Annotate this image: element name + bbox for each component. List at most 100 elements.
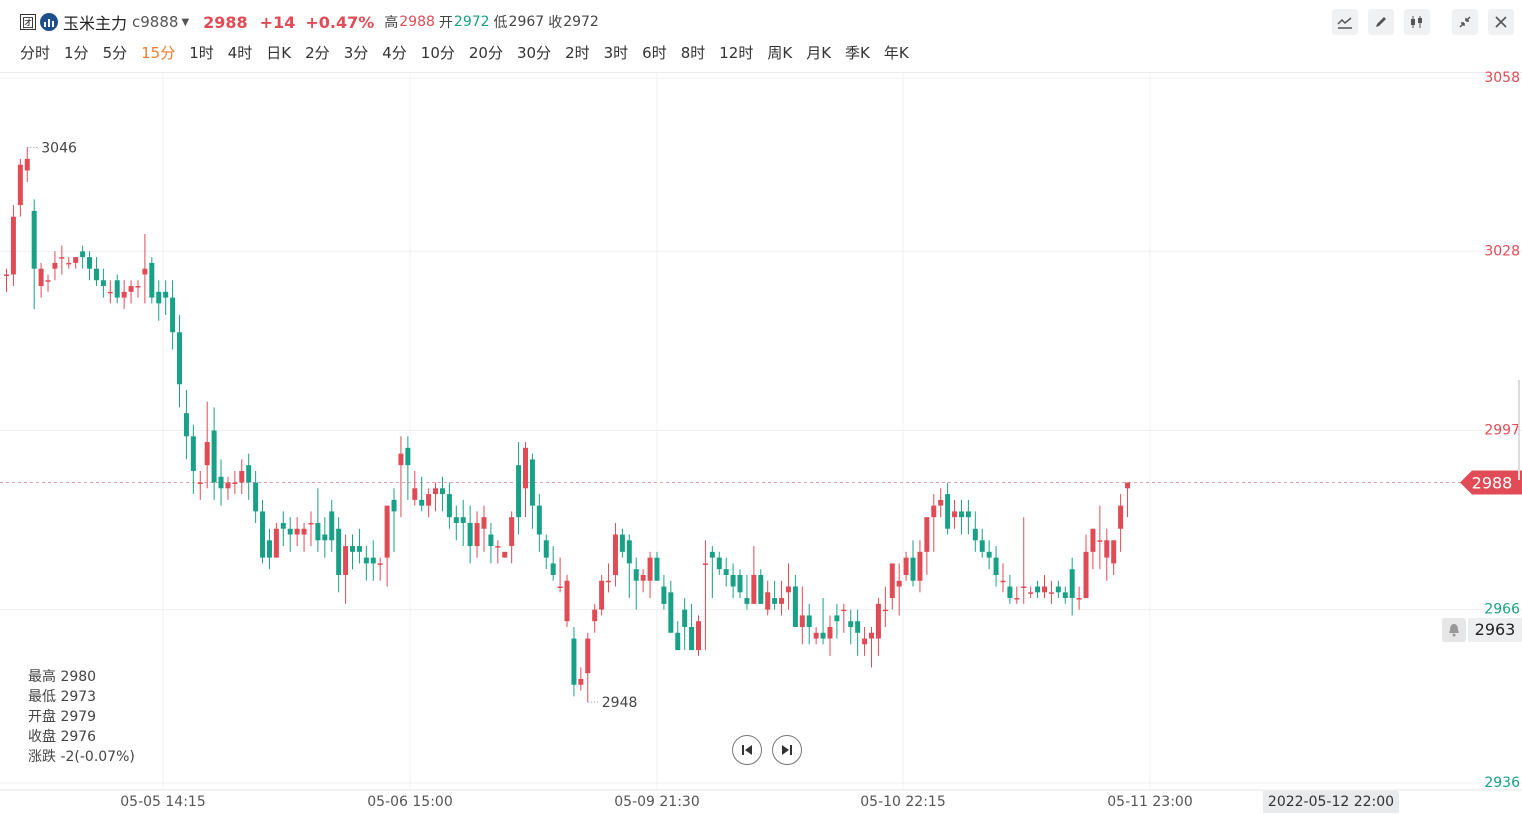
candle-body[interactable] xyxy=(121,291,127,298)
candle-body[interactable] xyxy=(73,257,79,263)
period-tab[interactable]: 月K xyxy=(806,44,832,62)
candle-body[interactable] xyxy=(1076,598,1082,600)
candle-body[interactable] xyxy=(1118,505,1124,529)
candle-body[interactable] xyxy=(862,638,868,645)
candle-body[interactable] xyxy=(350,546,355,552)
candle-body[interactable] xyxy=(647,557,653,581)
candle-body[interactable] xyxy=(31,210,37,269)
candle-body[interactable] xyxy=(772,598,778,604)
candle-body[interactable] xyxy=(806,615,812,627)
candle-body[interactable] xyxy=(896,580,902,587)
candle-body[interactable] xyxy=(869,632,874,639)
period-tab[interactable]: 20分 xyxy=(468,44,503,62)
candle-body[interactable] xyxy=(972,528,978,541)
candle-body[interactable] xyxy=(100,280,106,287)
candle-body[interactable] xyxy=(87,257,93,269)
candle-body[interactable] xyxy=(730,574,736,587)
period-tab[interactable]: 分时 xyxy=(20,44,51,62)
candle-body[interactable] xyxy=(1055,586,1061,593)
period-tab[interactable]: 3时 xyxy=(603,44,629,62)
period-tab[interactable]: 3分 xyxy=(343,44,369,62)
candle-body[interactable] xyxy=(564,580,570,622)
candle-body[interactable] xyxy=(1125,482,1131,489)
candle-body[interactable] xyxy=(315,522,321,541)
candle-body[interactable] xyxy=(723,569,729,575)
period-tab[interactable]: 1时 xyxy=(189,44,214,62)
candle-body[interactable] xyxy=(1007,586,1013,599)
candle-body[interactable] xyxy=(412,488,418,500)
period-tab[interactable]: 年K xyxy=(883,44,909,62)
line-chart-icon[interactable] xyxy=(1332,9,1358,35)
candle-body[interactable] xyxy=(433,488,439,495)
candle-body[interactable] xyxy=(758,574,764,604)
candle-body[interactable] xyxy=(550,563,556,575)
candle-body[interactable] xyxy=(363,557,369,564)
candle-body[interactable] xyxy=(253,482,259,512)
candle-body[interactable] xyxy=(938,499,944,506)
candle-body[interactable] xyxy=(1111,540,1117,564)
price-alert-tag[interactable]: 2963 xyxy=(1468,618,1522,642)
candle-body[interactable] xyxy=(841,609,847,612)
period-tab[interactable]: 4分 xyxy=(382,44,407,62)
candle-body[interactable] xyxy=(882,609,888,612)
candle-body[interactable] xyxy=(170,297,176,333)
bell-icon[interactable] xyxy=(1442,618,1466,642)
period-tab[interactable]: 2分 xyxy=(305,44,330,62)
candle-body[interactable] xyxy=(336,528,342,575)
period-tab[interactable]: 8时 xyxy=(680,44,706,62)
candle-body[interactable] xyxy=(204,442,210,466)
candle-body[interactable] xyxy=(744,598,750,604)
candle-body[interactable] xyxy=(716,557,722,570)
candle-body[interactable] xyxy=(467,522,473,547)
candle-body[interactable] xyxy=(875,603,881,639)
candle-body[interactable] xyxy=(889,563,895,599)
candle-body[interactable] xyxy=(495,546,501,548)
instrument-name[interactable]: 玉米主力 xyxy=(63,14,128,33)
period-tab[interactable]: 10分 xyxy=(420,44,455,62)
period-tab[interactable]: 15分 xyxy=(141,44,176,62)
candle-body[interactable] xyxy=(529,459,535,506)
candle-body[interactable] xyxy=(370,557,376,564)
candle-body[interactable] xyxy=(543,540,549,558)
candle-body[interactable] xyxy=(474,522,480,547)
candle-body[interactable] xyxy=(779,598,785,604)
candle-body[interactable] xyxy=(799,615,805,627)
candle-body[interactable] xyxy=(301,528,307,535)
candle-body[interactable] xyxy=(523,447,528,489)
candle-body[interactable] xyxy=(80,251,86,258)
candle-body[interactable] xyxy=(599,580,605,610)
candle-body[interactable] xyxy=(128,286,134,292)
candle-body[interactable] xyxy=(958,511,964,518)
candle-body[interactable] xyxy=(343,546,349,575)
candle-body[interactable] xyxy=(1090,528,1096,552)
candle-body[interactable] xyxy=(1000,580,1006,583)
candle-body[interactable] xyxy=(1042,586,1047,593)
chevron-down-icon[interactable]: ▼ xyxy=(181,16,190,28)
candle-body[interactable] xyxy=(654,557,660,581)
candle-body[interactable] xyxy=(45,280,51,282)
candle-body[interactable] xyxy=(177,332,182,385)
candle-body[interactable] xyxy=(640,574,646,581)
candle-body[interactable] xyxy=(855,621,861,633)
candle-body[interactable] xyxy=(52,262,58,269)
candle-body[interactable] xyxy=(827,626,833,639)
skip-to-end-button[interactable] xyxy=(772,735,802,765)
candle-body[interactable] xyxy=(792,586,798,627)
candle-body[interactable] xyxy=(308,522,314,525)
candle-body[interactable] xyxy=(1062,592,1068,599)
close-icon[interactable] xyxy=(1488,9,1514,35)
candle-body[interactable] xyxy=(668,592,674,633)
candle-body[interactable] xyxy=(952,511,958,518)
candle-body[interactable] xyxy=(1104,540,1110,558)
candle-body[interactable] xyxy=(536,505,542,535)
candle-body[interactable] xyxy=(453,517,459,523)
candle-body[interactable] xyxy=(93,268,99,281)
candle-body[interactable] xyxy=(682,609,688,627)
period-tab[interactable]: 1分 xyxy=(64,44,89,62)
candle-body[interactable] xyxy=(661,586,667,604)
candle-body[interactable] xyxy=(377,563,383,565)
group-badge[interactable]: 团 xyxy=(20,14,36,30)
candle-body[interactable] xyxy=(107,291,113,294)
candle-body[interactable] xyxy=(751,574,757,604)
